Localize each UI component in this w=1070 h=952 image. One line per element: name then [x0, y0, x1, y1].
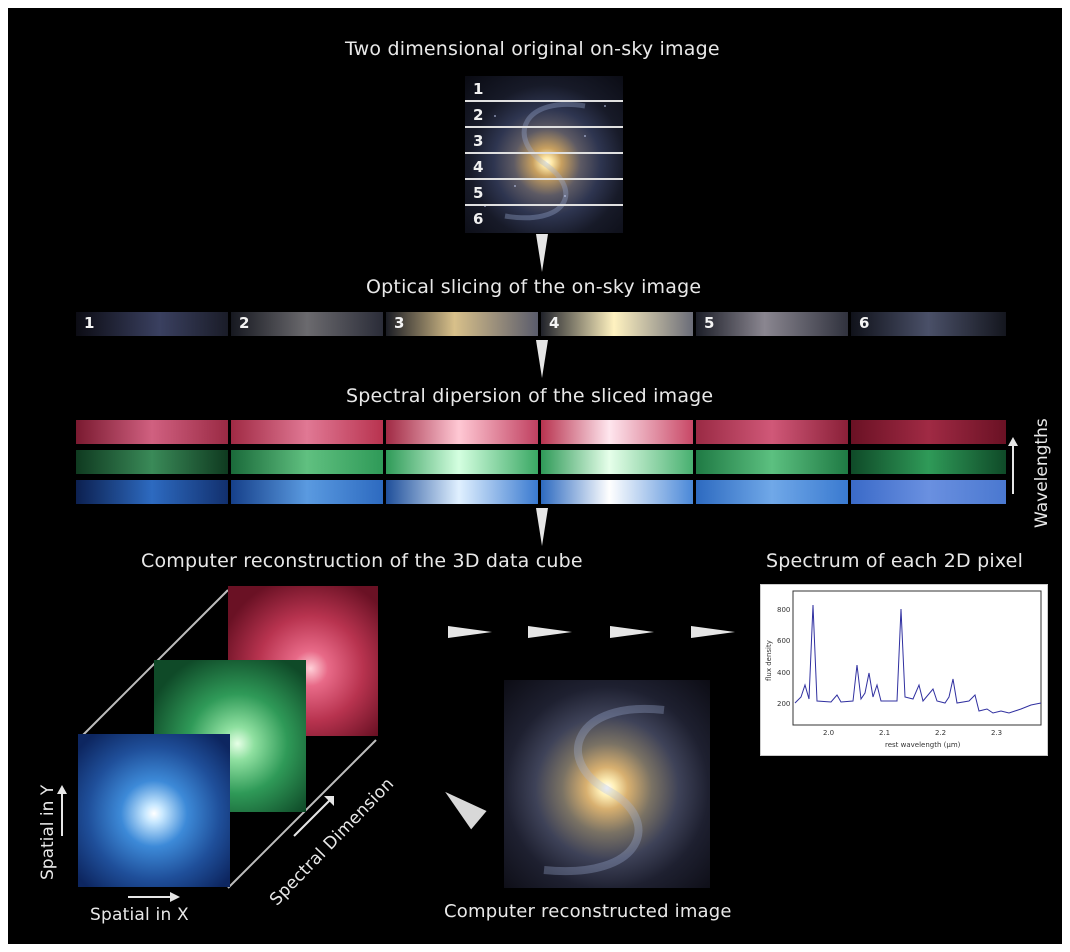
- x-axis-label: rest wavelength (µm): [885, 741, 961, 749]
- title-original-image: Two dimensional original on-sky image: [345, 38, 720, 60]
- slice-strip-3: 3: [386, 312, 538, 336]
- slice-strip-5: 5: [696, 312, 848, 336]
- slice-number: 3: [473, 132, 484, 150]
- wavelengths-label: Wavelengths: [1032, 418, 1052, 528]
- spatial-x-arrow-icon: [128, 892, 180, 902]
- x-tick: 2.0: [823, 729, 834, 737]
- slice-number: 2: [473, 106, 484, 124]
- slice-strip-2: 2: [231, 312, 383, 336]
- reconstructed-arms: [543, 704, 665, 876]
- slice-line-3: [465, 152, 623, 154]
- arrow-right-2: [528, 626, 572, 638]
- spectrum-plot: 200 400 600 800 2.0 2.1 2.2 2.3 rest wav…: [760, 584, 1048, 756]
- slice-number: 4: [473, 158, 484, 176]
- y-axis-label: flux density: [765, 640, 773, 681]
- spatial-x-label: Spatial in X: [90, 905, 189, 925]
- title-spectrum-pixel: Spectrum of each 2D pixel: [766, 550, 1024, 572]
- title-optical-slicing: Optical slicing of the on-sky image: [366, 276, 702, 298]
- title-spectral-dispersion: Spectral dipersion of the sliced image: [346, 385, 714, 407]
- arrow-right-4: [691, 626, 735, 638]
- arrow-down-3: [536, 508, 548, 546]
- arrow-down-2: [536, 340, 548, 378]
- slice-strip-1: 1: [76, 312, 228, 336]
- x-tick: 2.3: [991, 729, 1002, 737]
- spectrum-line: [794, 604, 1042, 714]
- slice-strip-6: 6: [851, 312, 1006, 336]
- arrow-down-1: [536, 234, 548, 272]
- spectral-arrow-icon: [293, 796, 334, 837]
- arrow-right-1: [448, 626, 492, 638]
- title-reconstructed-image: Computer reconstructed image: [444, 901, 732, 922]
- y-tick: 800: [777, 606, 790, 614]
- slice-number: 1: [473, 80, 484, 98]
- x-tick: 2.2: [935, 729, 946, 737]
- slice-line-5: [465, 204, 623, 206]
- y-tick: 600: [777, 637, 790, 645]
- arrow-left: [437, 782, 487, 830]
- slice-line-2: [465, 126, 623, 128]
- slice-strip-4: 4: [541, 312, 693, 336]
- wavelength-arrow-icon: [1008, 437, 1018, 494]
- diagram-canvas: Two dimensional original on-sky image 1 …: [8, 8, 1062, 944]
- y-tick: 400: [777, 669, 790, 677]
- spatial-y-label: Spatial in Y: [38, 784, 58, 880]
- slice-number: 6: [473, 210, 484, 228]
- arrow-right-3: [610, 626, 654, 638]
- y-tick: 200: [777, 700, 790, 708]
- spatial-y-arrow-icon: [57, 785, 67, 836]
- reconstructed-galaxy-image: [504, 680, 710, 888]
- spectrum-svg: 200 400 600 800 2.0 2.1 2.2 2.3 rest wav…: [765, 590, 1042, 749]
- title-reconstruction-cube: Computer reconstruction of the 3D data c…: [141, 550, 583, 572]
- slice-line-4: [465, 178, 623, 180]
- cube-face-blue: [78, 734, 230, 887]
- slice-number: 5: [473, 184, 484, 202]
- original-galaxy-image: 1 2 3 4 5 6: [465, 76, 623, 233]
- x-tick: 2.1: [879, 729, 890, 737]
- slice-line-1: [465, 100, 623, 102]
